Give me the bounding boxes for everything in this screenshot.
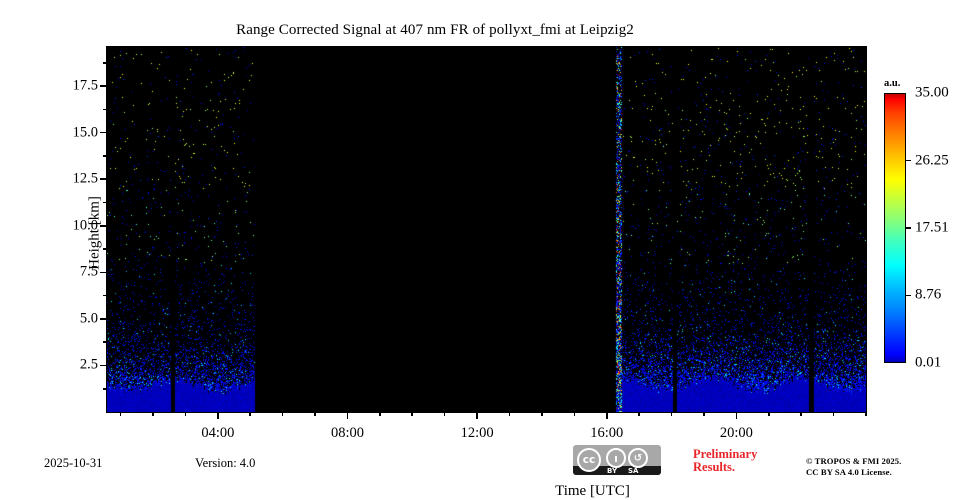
colorbar-gradient [884, 93, 906, 363]
colorbar-tick-label: 35.00 [915, 84, 949, 101]
y-tick-minor [103, 341, 107, 343]
x-tick-minor [184, 412, 187, 416]
x-tick-minor [703, 412, 705, 416]
colorbar-unit-label: a.u. [884, 78, 901, 89]
y-tick [100, 271, 107, 274]
y-tick-label: 7.5 [79, 263, 98, 280]
cc-strip [573, 466, 661, 475]
x-tick-label: 08:00 [330, 425, 364, 441]
x-tick-minor [508, 412, 511, 416]
y-tick-minor [103, 155, 107, 157]
y-tick-minor [103, 387, 107, 390]
cc-logo-icon: cc [577, 448, 601, 472]
y-tick [100, 224, 107, 227]
y-tick-label: 15.0 [72, 124, 98, 141]
cc-by-label: BY [607, 467, 618, 475]
colorbar-tick [906, 227, 911, 229]
colorbar-tick-label: 26.25 [915, 152, 949, 169]
lidar-heatmap-canvas [107, 47, 866, 412]
x-tick-minor [638, 412, 640, 416]
x-tick-minor [249, 412, 252, 416]
y-tick-label: 10.0 [72, 217, 98, 234]
x-tick-minor [865, 412, 867, 416]
y-tick [100, 178, 107, 180]
x-tick [217, 412, 219, 419]
footer-date: 2025-10-31 [44, 456, 103, 470]
y-tick [100, 85, 107, 87]
y-tick-label: 5.0 [79, 310, 98, 327]
x-tick-label: 12:00 [460, 425, 494, 441]
copyright-line-2: CC BY SA 4.0 License. [806, 467, 892, 477]
preliminary-results-note: Preliminary Results. [693, 448, 757, 474]
x-tick-minor [573, 412, 576, 416]
colorbar-tick [906, 159, 911, 162]
y-tick-label: 17.5 [72, 77, 98, 94]
x-tick-minor [379, 412, 381, 416]
x-tick [605, 412, 608, 419]
plot-area[interactable]: Height [km] Time [UTC] 2.5 5.0 7.5 10.0 12.5… [73, 46, 867, 499]
y-tick-minor [103, 201, 107, 204]
y-tick-minor [103, 294, 107, 297]
x-tick-minor [314, 412, 316, 416]
y-tick [100, 131, 107, 134]
x-tick [735, 412, 738, 419]
creative-commons-badge[interactable]: cc ı ↺ BY SA [573, 445, 661, 475]
cc-sa-icon: ↺ [628, 448, 648, 468]
colorbar-tick-label: 17.51 [915, 219, 949, 236]
x-axis-label: Time [UTC] [555, 483, 630, 499]
y-tick-label: 12.5 [72, 170, 98, 187]
y-tick-label: 2.5 [79, 356, 98, 373]
x-tick-minor [411, 412, 414, 416]
colorbar-tick-label: 0.01 [915, 354, 942, 371]
page-title: Range Corrected Signal at 407 nm FR of p… [236, 22, 634, 38]
preliminary-line-1: Preliminary [693, 447, 758, 461]
y-tick-minor [103, 62, 107, 64]
colorbar-tick [906, 294, 911, 297]
colorbar[interactable]: 0.01 8.76 17.51 26.25 35.00 [884, 85, 949, 371]
x-tick-minor [119, 412, 122, 416]
x-tick-label: 16:00 [590, 425, 624, 441]
x-tick-minor [541, 412, 543, 416]
cc-sa-label: SA [628, 467, 639, 475]
x-tick-minor [670, 412, 673, 416]
x-tick [476, 412, 478, 419]
cc-by-icon: ı [606, 448, 626, 468]
x-tick-minor [800, 412, 802, 416]
preliminary-line-2: Results. [693, 460, 736, 474]
colorbar-tick-label: 8.76 [915, 286, 942, 303]
x-tick-minor [281, 412, 284, 416]
x-tick [346, 412, 349, 419]
y-tick-minor [103, 248, 107, 250]
figure-root: Range Corrected Signal at 407 nm FR of p… [44, 22, 949, 499]
y-tick [100, 318, 107, 320]
y-tick [100, 364, 107, 367]
copyright-note: © TROPOS & FMI 2025. CC BY SA 4.0 Licens… [806, 456, 901, 478]
x-tick-minor [832, 412, 835, 416]
footer-version: Version: 4.0 [195, 456, 256, 470]
x-tick-minor [767, 412, 770, 416]
x-tick-label: 20:00 [719, 425, 753, 441]
y-tick-minor [103, 108, 107, 111]
x-tick-minor [152, 412, 154, 416]
x-tick-minor [443, 412, 446, 416]
x-tick-label: 04:00 [201, 425, 235, 441]
copyright-line-1: © TROPOS & FMI 2025. [806, 456, 902, 466]
